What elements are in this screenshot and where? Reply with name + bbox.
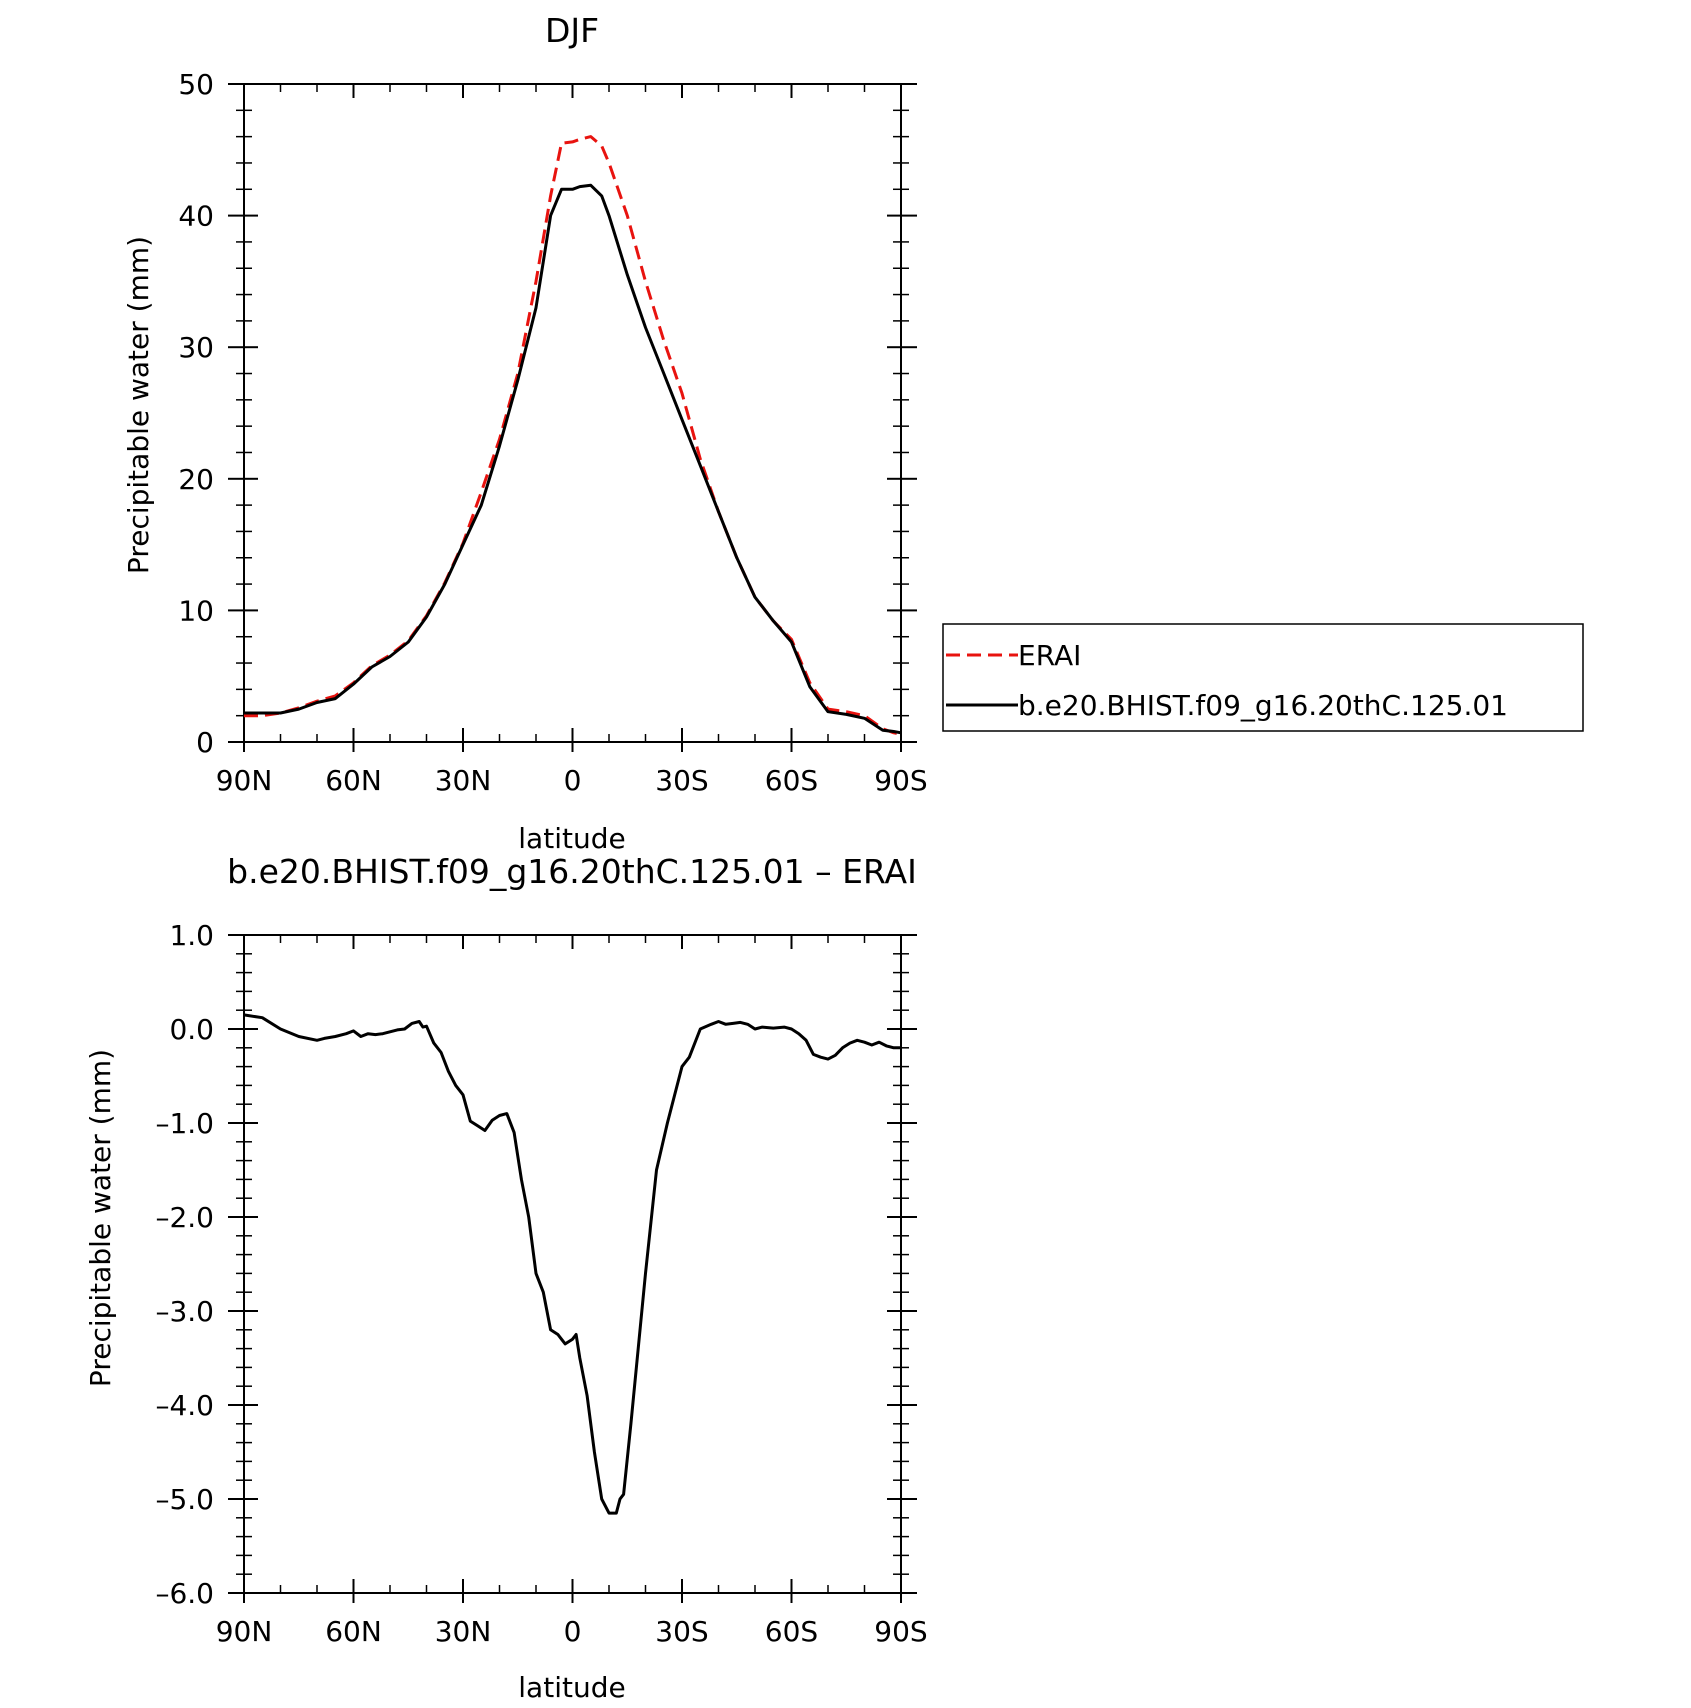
- x-tick-label: 60N: [325, 1615, 382, 1648]
- y-tick-label: –3.0: [155, 1295, 214, 1328]
- legend-label-model: b.e20.BHIST.f09_g16.20thC.125.01: [1018, 689, 1508, 722]
- y-tick-label: –5.0: [155, 1483, 214, 1516]
- x-tick-label: 90N: [216, 764, 273, 797]
- x-tick-label: 30S: [655, 764, 708, 797]
- x-tick-label: 0: [564, 764, 582, 797]
- plot-frame: [243, 83, 902, 743]
- legend: ERAI b.e20.BHIST.f09_g16.20thC.125.01: [942, 623, 1584, 732]
- x-tick-label: 30N: [435, 1615, 492, 1648]
- x-tick-label: 90N: [216, 1615, 273, 1648]
- y-tick-label: 40: [178, 200, 214, 233]
- y-tick-label: 0: [196, 726, 214, 759]
- chart-title: DJF: [545, 11, 599, 50]
- chart-title: b.e20.BHIST.f09_g16.20thC.125.01 – ERAI: [227, 852, 917, 891]
- y-tick-label: 30: [178, 331, 214, 364]
- x-tick-label: 60S: [765, 764, 818, 797]
- x-axis-label: latitude: [518, 822, 625, 855]
- x-tick-label: 60S: [765, 1615, 818, 1648]
- y-tick-label: 1.0: [169, 919, 214, 952]
- y-axis-label: Precipitable water (mm): [122, 236, 155, 574]
- x-tick-label: 60N: [325, 764, 382, 797]
- x-axis-label: latitude: [518, 1671, 625, 1704]
- x-tick-label: 30N: [435, 764, 492, 797]
- y-tick-label: 50: [178, 68, 214, 101]
- series-line-0: [244, 135, 902, 736]
- top-panel: DJF 90N 60N 30N 0 30S 60S 90S 0 10 20 30 40 50 latit…: [122, 11, 1584, 855]
- y-tick-label: –6.0: [155, 1577, 214, 1610]
- legend-box: [942, 623, 1584, 732]
- y-tick-label: –1.0: [155, 1107, 214, 1140]
- y-tick-label: –4.0: [155, 1389, 214, 1422]
- y-tick-label: 0.0: [169, 1013, 214, 1046]
- x-tick-label: 0: [564, 1615, 582, 1648]
- x-tick-label: 90S: [874, 764, 927, 797]
- series-line-0: [243, 1013, 901, 1515]
- axes-bottom: 90N 60N 30N 0 30S 60S 90S 1.0 0.0 –1.0 –2.0 –3.0 –4.…: [155, 919, 927, 1648]
- y-tick-label: –2.0: [155, 1201, 214, 1234]
- y-tick-label: 10: [178, 594, 214, 627]
- bottom-panel: b.e20.BHIST.f09_g16.20thC.125.01 – ERAI …: [84, 852, 928, 1704]
- x-tick-label: 30S: [655, 1615, 708, 1648]
- series-line-1: [244, 183, 902, 735]
- series-layer-bottom: [243, 1013, 901, 1515]
- axes-top: 90N 60N 30N 0 30S 60S 90S 0 10 20 30 40 50: [178, 68, 927, 797]
- series-layer-top: [244, 135, 902, 736]
- x-tick-label: 90S: [874, 1615, 927, 1648]
- y-tick-label: 20: [178, 463, 214, 496]
- y-axis-label: Precipitable water (mm): [84, 1049, 117, 1387]
- legend-label-erai: ERAI: [1018, 639, 1081, 672]
